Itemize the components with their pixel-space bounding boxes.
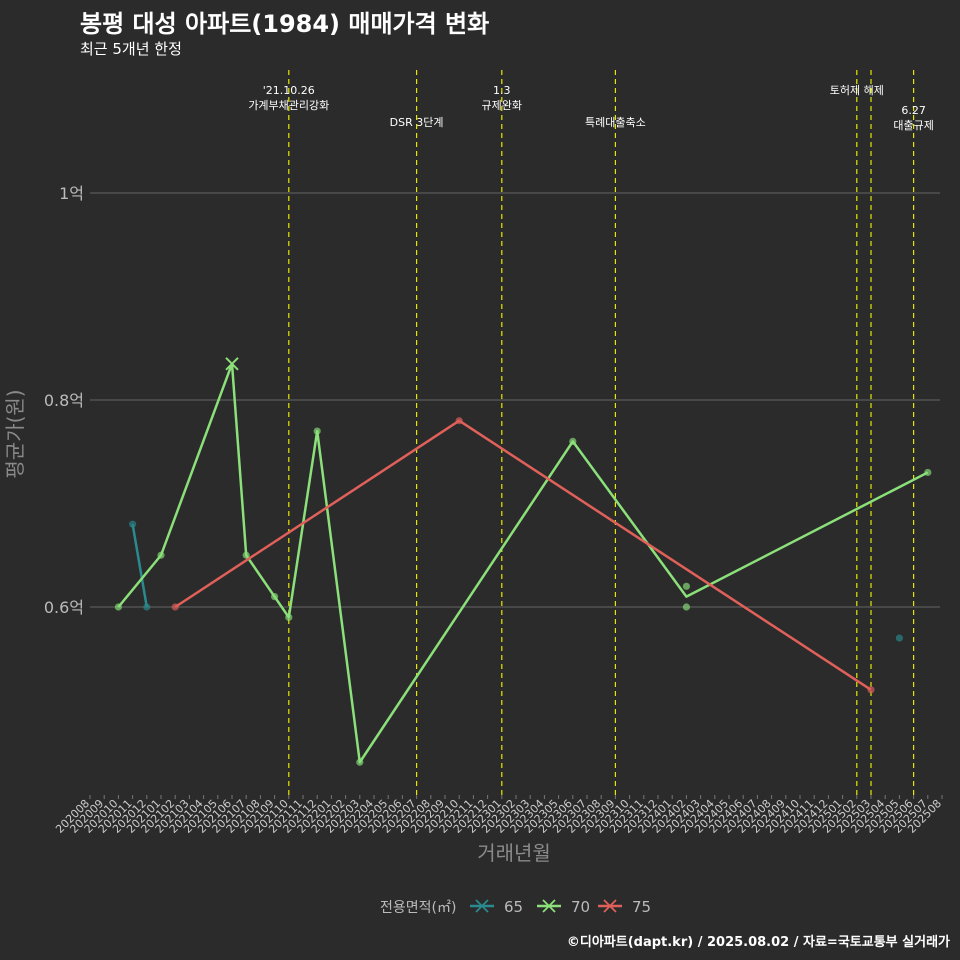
chart-title: 봉평 대성 아파트(1984) 매매가격 변화 <box>80 10 490 38</box>
chart-subtitle: 최근 5개년 한정 <box>80 40 182 58</box>
data-point <box>895 634 904 642</box>
series-line-70 <box>117 362 929 764</box>
legend-key-x-icon <box>603 899 617 913</box>
event-label: 토허제 해제 <box>830 83 884 97</box>
event-label: DSR 3단계 <box>390 116 444 129</box>
data-point <box>114 603 122 611</box>
data-point <box>356 758 364 766</box>
legend-label: 65 <box>504 898 523 916</box>
event-label: '21.10.26 <box>263 84 315 97</box>
data-point <box>924 468 932 477</box>
data-point <box>271 593 279 601</box>
data-point <box>143 603 151 611</box>
event-label: 1.3 <box>493 84 511 97</box>
event-label: 가계부채관리강화 <box>248 99 329 112</box>
data-point <box>313 427 321 435</box>
y-tick-label: 0.8억 <box>44 391 84 410</box>
data-point <box>285 613 293 621</box>
event-label: 특례대출축소 <box>585 116 646 129</box>
data-point <box>569 437 577 445</box>
legend: 전용면적(㎡) 65 70 75 <box>380 898 651 916</box>
legend-key-x-icon <box>475 899 489 913</box>
x-axis-title: 거래년월 <box>477 841 551 865</box>
event-label: 규제완화 <box>482 99 522 112</box>
event-label: 6.27 <box>901 104 926 117</box>
legend-key-x-icon <box>542 899 556 913</box>
y-tick-label: 0.6억 <box>44 598 84 617</box>
data-point <box>171 603 179 611</box>
data-point-x-mark <box>225 357 239 371</box>
y-tick-label: 1억 <box>59 184 84 203</box>
event-label: 대출규제 <box>893 119 933 132</box>
data-point <box>242 551 250 559</box>
y-axis-title: 평균가(원) <box>3 389 27 478</box>
legend-label: 70 <box>571 898 590 916</box>
data-point <box>455 417 463 425</box>
legend-label: 75 <box>632 898 651 916</box>
data-point <box>682 582 691 590</box>
data-point <box>682 603 691 611</box>
data-point <box>157 551 165 559</box>
source-caption: ©디아파트(dapt.kr) / 2025.08.02 / 자료=국토교통부 실… <box>566 935 950 950</box>
data-point <box>129 520 137 528</box>
data-point <box>867 686 875 694</box>
series-line-65 <box>131 523 149 608</box>
legend-title: 전용면적(㎡) <box>380 900 456 916</box>
